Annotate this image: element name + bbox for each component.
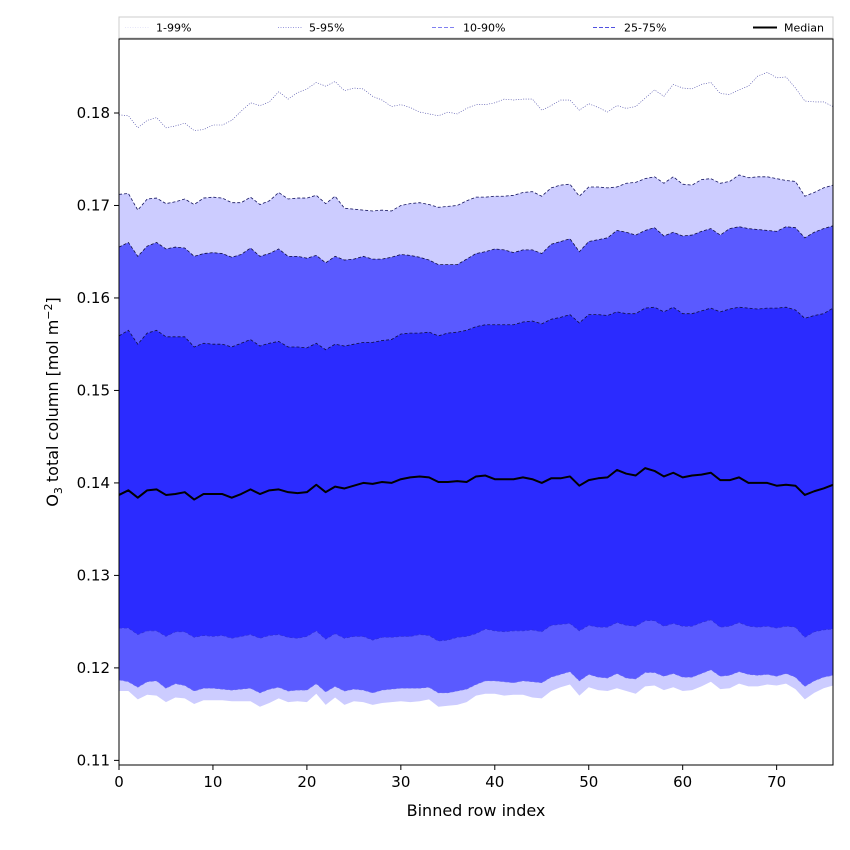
y-tick-label: 0.18: [77, 104, 110, 122]
y-tick-label: 0.12: [77, 659, 110, 677]
x-tick-label: 60: [673, 773, 692, 791]
x-tick-label: 0: [114, 773, 124, 791]
plot-frame: [118, 38, 834, 766]
legend-label: Median: [784, 22, 824, 35]
x-tick-label: 10: [203, 773, 222, 791]
band-25-75: [119, 307, 833, 642]
y-tick-label: 0.13: [77, 566, 110, 584]
legend-label: 5-95%: [309, 22, 344, 35]
y-tick-label: 0.17: [77, 196, 110, 214]
x-tick-label: 30: [391, 773, 410, 791]
y-axis: 0.11 0.12 0.13 0.14 0.15 0.16 0.17 0.18: [77, 104, 119, 769]
band-10-25: [119, 619, 833, 693]
legend: 1-99% 5-95% 10-90% 25-75% Median: [118, 16, 834, 39]
y-tick-label: 0.11: [77, 751, 110, 769]
x-tick-label: 20: [297, 773, 316, 791]
legend-items: 1-99% 5-95% 10-90% 25-75% Median: [125, 22, 824, 35]
x-tick-label: 40: [485, 773, 504, 791]
legend-box: [118, 16, 834, 39]
x-tick-label: 50: [579, 773, 598, 791]
x-tick-label: 70: [767, 773, 786, 791]
line-10: [118, 669, 834, 694]
legend-label: 10-90%: [463, 22, 505, 35]
y-axis-title: O3 total column [mol m−2]: [42, 297, 65, 507]
legend-label: 1-99%: [156, 22, 191, 35]
band-75-90: [119, 225, 833, 350]
x-axis-title: Binned row index: [407, 801, 546, 820]
line-95: [118, 174, 834, 212]
y-tick-label: 0.16: [77, 289, 110, 307]
line-90: [118, 225, 834, 266]
chart-bands: [118, 71, 834, 733]
line-75: [118, 306, 834, 351]
median-line: [118, 467, 834, 501]
y-tick-label: 0.14: [77, 474, 110, 492]
x-axis: 0 10 20 30 40 50 60 70: [114, 765, 786, 791]
median-layer: [118, 467, 834, 501]
line-99: [118, 71, 834, 131]
line-25: [119, 619, 834, 642]
y-tick-label: 0.15: [77, 381, 110, 399]
legend-label: 25-75%: [624, 22, 666, 35]
